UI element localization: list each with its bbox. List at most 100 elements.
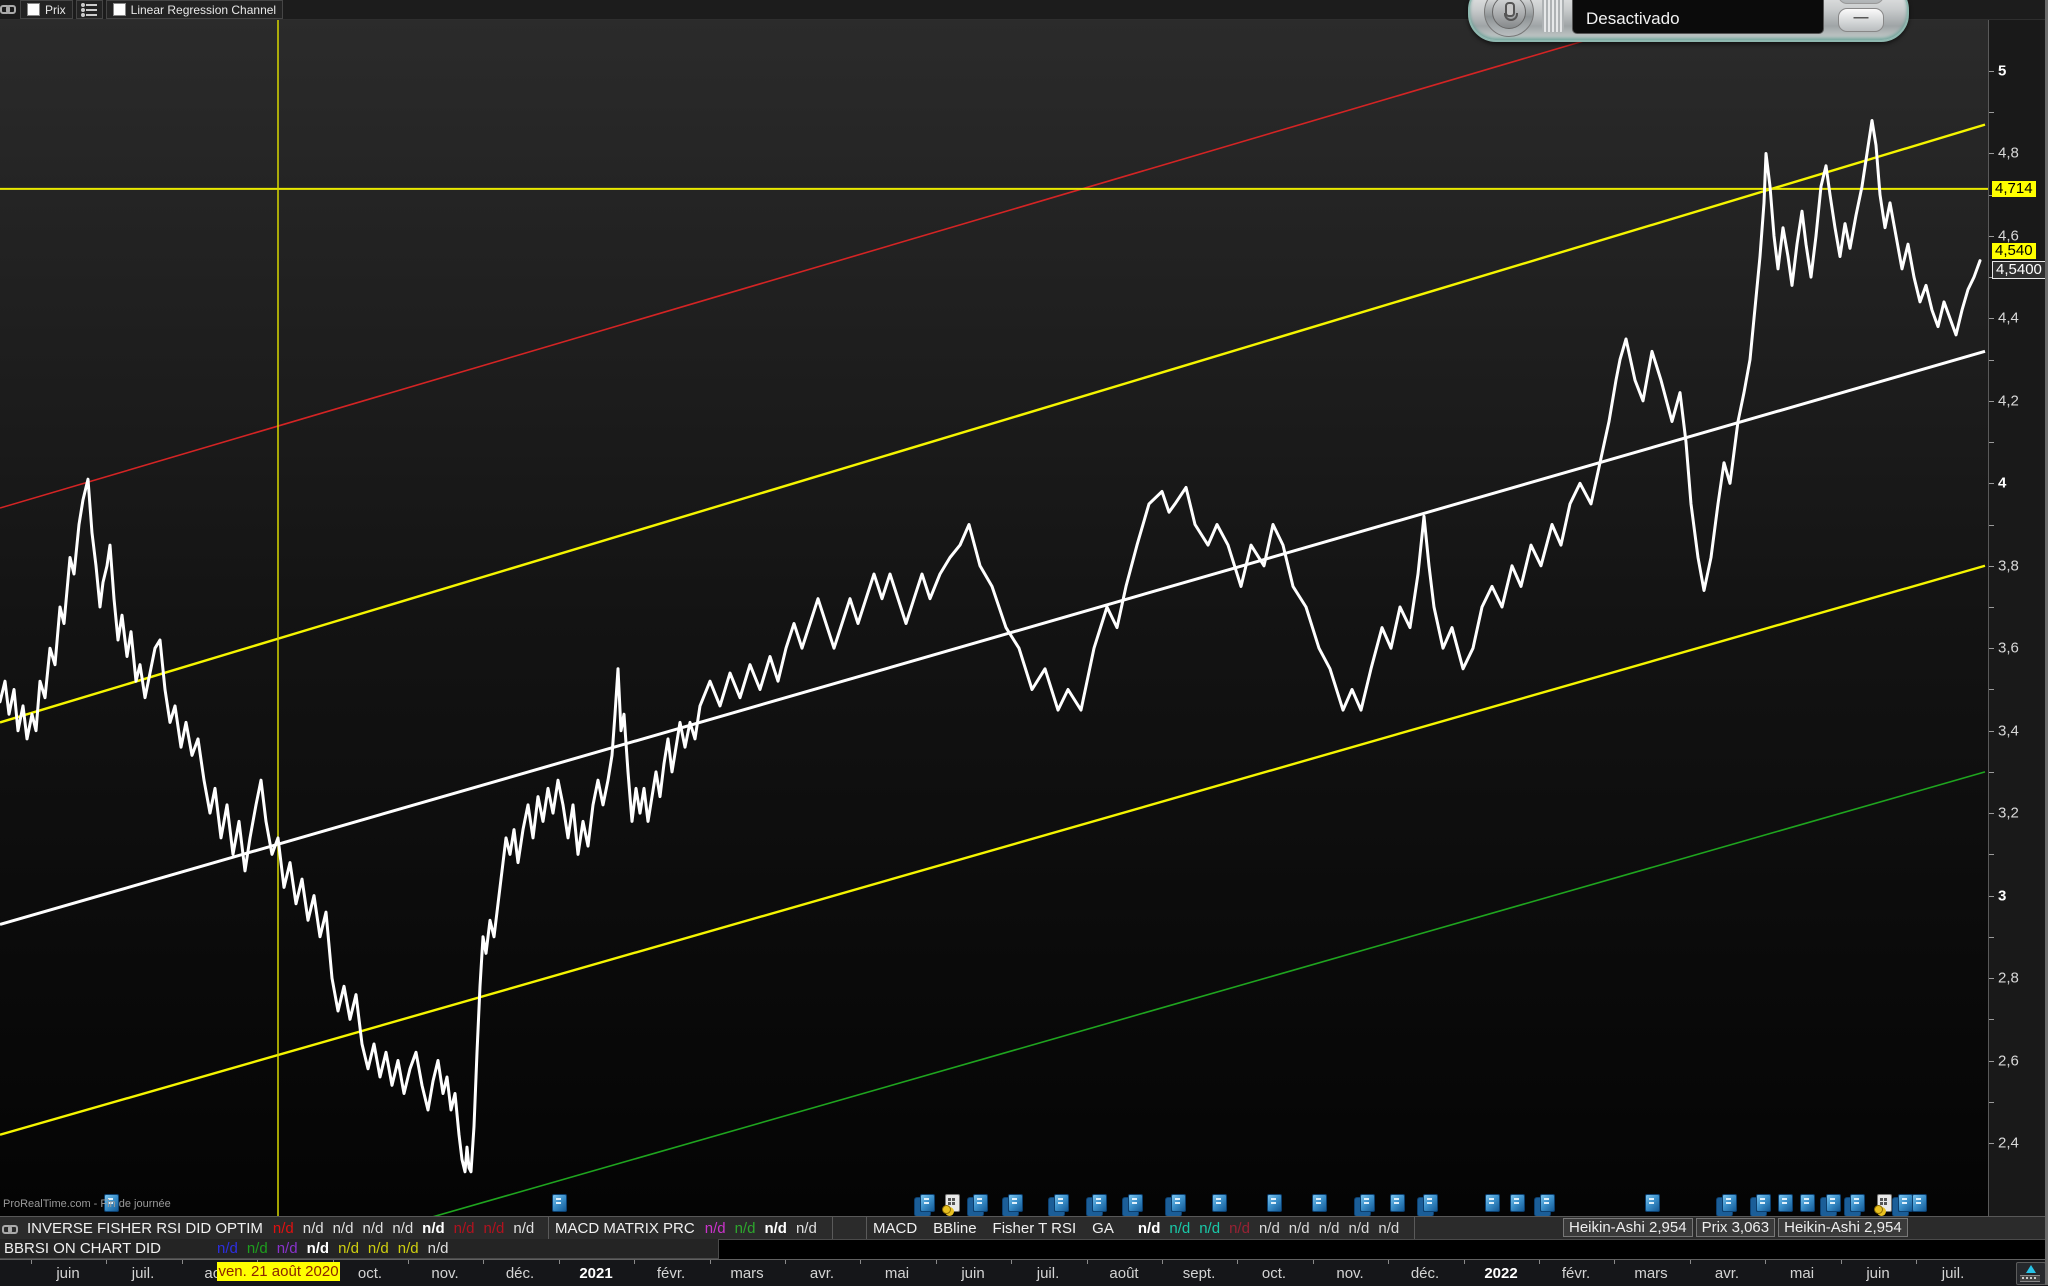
indicator-value: n/d <box>246 1240 268 1257</box>
news-document-icon[interactable] <box>1898 1194 1913 1212</box>
speech-recognition-widget[interactable]: Desactivado — <box>1468 0 1909 42</box>
price-axis[interactable]: 5 4,8 4,6 4,4 4,2 4 3,8 3,6 3,4 3,2 3 2,8 2,6 2,4 <box>1988 19 2046 1216</box>
channel-line-lower-extreme[interactable] <box>0 771 1986 1216</box>
time-axis[interactable]: ven. 21 août 2020 juin juil. août sept. oct.… <box>0 1259 2048 1286</box>
prix-checkbox[interactable] <box>27 3 40 16</box>
month-label[interactable]: avr. <box>1714 1265 1740 1282</box>
news-document-icon[interactable] <box>1008 1194 1023 1212</box>
month-label[interactable]: juin <box>56 1265 80 1282</box>
macd-matrix-indicator[interactable]: MACD MATRIX PRC n/d n/d n/d n/d <box>548 1217 833 1239</box>
news-document-icon[interactable] <box>1645 1194 1660 1212</box>
month-label[interactable]: juil. <box>131 1265 155 1282</box>
news-document-icon[interactable] <box>1540 1194 1555 1212</box>
time-tick <box>106 1260 107 1264</box>
month-label[interactable]: avr. <box>809 1265 835 1282</box>
news-document-icon[interactable] <box>1778 1194 1793 1212</box>
month-label[interactable]: oct. <box>1261 1265 1287 1282</box>
month-label[interactable]: oct. <box>357 1265 383 1282</box>
month-label[interactable]: 2021 <box>579 1265 613 1282</box>
month-label[interactable]: févr. <box>1561 1265 1591 1282</box>
news-document-icon[interactable] <box>1171 1194 1186 1212</box>
month-label[interactable]: nov. <box>1336 1265 1364 1282</box>
month-label[interactable]: déc. <box>1410 1265 1440 1282</box>
channel-line-center[interactable] <box>0 349 1986 926</box>
month-label[interactable]: sept. <box>1182 1265 1216 1282</box>
month-label[interactable]: juin <box>961 1265 985 1282</box>
news-document-icon[interactable] <box>1485 1194 1500 1212</box>
month-label[interactable]: mars <box>1634 1265 1668 1282</box>
month-label[interactable]: févr. <box>656 1265 686 1282</box>
link-icon[interactable] <box>0 2 17 17</box>
price-chart[interactable] <box>0 0 1988 1216</box>
lrc-toggle[interactable]: Linear Regression Channel <box>105 0 284 19</box>
news-document-icon[interactable] <box>920 1194 935 1212</box>
lrc-checkbox[interactable] <box>112 3 126 16</box>
time-tick <box>483 1260 484 1264</box>
price-tick <box>1989 1142 1994 1144</box>
chart-background <box>0 19 1988 1216</box>
news-document-icon[interactable] <box>1312 1194 1327 1212</box>
indicator-list-button[interactable] <box>75 0 103 19</box>
news-document-icon[interactable] <box>1128 1194 1143 1212</box>
news-document-icon[interactable] <box>1826 1194 1841 1212</box>
time-tick <box>182 1260 183 1264</box>
news-document-icon[interactable] <box>973 1194 988 1212</box>
time-tick <box>1087 1260 1088 1264</box>
news-document-icon[interactable] <box>1092 1194 1107 1212</box>
news-document-icon[interactable] <box>1212 1194 1227 1212</box>
up-arrow-icon <box>2026 1265 2036 1273</box>
price-axis-label: 4,2 <box>1998 392 2019 410</box>
news-document-icon[interactable] <box>1423 1194 1438 1212</box>
fisher-indicator[interactable]: INVERSE FISHER RSI DID OPTIM n/d n/d n/d n/… <box>2 1217 543 1239</box>
channel-line-lower-band[interactable] <box>0 564 1986 1136</box>
indicator-value: n/d <box>332 1219 354 1237</box>
time-tick <box>710 1260 711 1264</box>
news-document-icon[interactable] <box>1360 1194 1375 1212</box>
speech-minimize-button[interactable]: — <box>1838 8 1884 32</box>
news-document-icon[interactable] <box>1800 1194 1815 1212</box>
news-document-icon[interactable] <box>1390 1194 1405 1212</box>
macd-bbline-indicator[interactable]: MACD BBline Fisher T RSI GA n/d n/d n/d n/d n/d… <box>866 1217 1416 1239</box>
news-document-icon[interactable] <box>104 1194 119 1212</box>
news-document-icon[interactable] <box>552 1194 567 1212</box>
microphone-button[interactable] <box>1484 0 1534 37</box>
month-label[interactable]: juil. <box>1941 1265 1965 1282</box>
fisher-label: INVERSE FISHER RSI DID OPTIM <box>27 1219 263 1237</box>
heikin-readout-box: Prix 3,063 <box>1695 1218 1776 1237</box>
news-document-icon[interactable] <box>1850 1194 1865 1212</box>
month-label[interactable]: mai <box>1789 1265 1815 1282</box>
link-icon[interactable] <box>2 1222 19 1237</box>
dividend-calendar-icon[interactable] <box>1874 1194 1892 1214</box>
month-label[interactable]: déc. <box>505 1265 535 1282</box>
month-label[interactable]: juin <box>1866 1265 1890 1282</box>
indicator-row-1: INVERSE FISHER RSI DID OPTIM n/d n/d n/d n/… <box>0 1216 2048 1240</box>
price-tick <box>1989 854 1994 856</box>
indicator-value: n/d <box>1229 1219 1250 1237</box>
indicator-sublabel: Fisher T RSI <box>992 1219 1077 1237</box>
heikin-ashi-readouts[interactable]: Heikin-Ashi 2,954 Prix 3,063 Heikin-Ashi 2… <box>1563 1217 1911 1239</box>
news-document-icon[interactable] <box>1267 1194 1282 1212</box>
go-to-latest-button[interactable] <box>2016 1262 2046 1285</box>
speech-top-button[interactable] <box>1838 0 1884 4</box>
month-label[interactable]: 2022 <box>1484 1265 1518 1282</box>
time-tick <box>1388 1260 1389 1264</box>
price-axis-label: 4,6 <box>1998 227 2019 245</box>
news-document-icon[interactable] <box>1510 1194 1525 1212</box>
news-document-icon[interactable] <box>1054 1194 1069 1212</box>
month-label[interactable]: mai <box>884 1265 910 1282</box>
news-document-icon[interactable] <box>1722 1194 1737 1212</box>
indicator-value: n/d <box>513 1219 535 1237</box>
speech-status-text: Desactivado <box>1586 9 1680 28</box>
news-document-icon[interactable] <box>1912 1194 1927 1212</box>
news-document-icon[interactable] <box>1756 1194 1771 1212</box>
time-tick <box>408 1260 409 1264</box>
month-label[interactable]: juil. <box>1036 1265 1060 1282</box>
price-series-toggle[interactable]: Prix <box>20 0 73 19</box>
bbrsi-indicator[interactable]: BBRSI ON CHART DID n/d n/d n/d n/d n/d n/d n/d… <box>4 1239 458 1258</box>
month-label[interactable]: mars <box>730 1265 764 1282</box>
dividend-calendar-icon[interactable] <box>942 1194 960 1214</box>
indicator-sublabel: MACD <box>873 1219 918 1237</box>
channel-line-upper-band[interactable] <box>0 123 1986 724</box>
month-label[interactable]: août <box>1109 1265 1139 1282</box>
month-label[interactable]: nov. <box>431 1265 459 1282</box>
